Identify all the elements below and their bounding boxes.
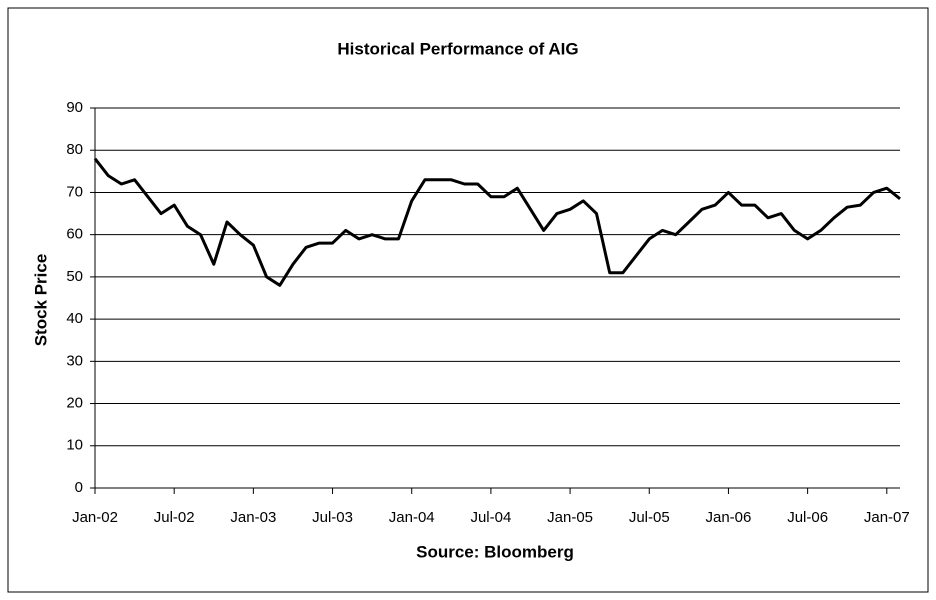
x-tick-label: Jul-05 bbox=[629, 509, 670, 526]
y-tick-label: 20 bbox=[66, 395, 83, 412]
y-tick-label: 80 bbox=[66, 141, 83, 158]
y-tick-label: 30 bbox=[66, 352, 83, 369]
x-tick-label: Jan-02 bbox=[72, 509, 118, 526]
y-tick-label: 90 bbox=[66, 99, 83, 116]
x-tick-label: Jan-05 bbox=[547, 509, 593, 526]
price-line bbox=[93, 157, 901, 287]
x-tick-label: Jan-03 bbox=[230, 509, 276, 526]
chart-title: Historical Performance of AIG bbox=[337, 39, 578, 58]
x-tick-label: Jul-02 bbox=[154, 509, 195, 526]
y-axis-label: Stock Price bbox=[31, 254, 50, 347]
x-tick-label: Jan-07 bbox=[864, 509, 910, 526]
x-tick-label: Jul-03 bbox=[312, 509, 353, 526]
x-tick-label: Jul-04 bbox=[470, 509, 511, 526]
x-tick-label: Jan-06 bbox=[706, 509, 752, 526]
chart-frame bbox=[7, 7, 929, 593]
x-tick-label: Jul-06 bbox=[787, 509, 828, 526]
y-tick-label: 70 bbox=[66, 183, 83, 200]
y-tick-label: 40 bbox=[66, 310, 83, 327]
y-tick-label: 60 bbox=[66, 226, 83, 243]
x-axis-label: Source: Bloomberg bbox=[416, 542, 574, 561]
y-tick-label: 10 bbox=[66, 437, 83, 454]
x-tick-label: Jan-04 bbox=[389, 509, 435, 526]
y-tick-label: 0 bbox=[75, 479, 83, 496]
y-tick-label: 50 bbox=[66, 268, 83, 285]
